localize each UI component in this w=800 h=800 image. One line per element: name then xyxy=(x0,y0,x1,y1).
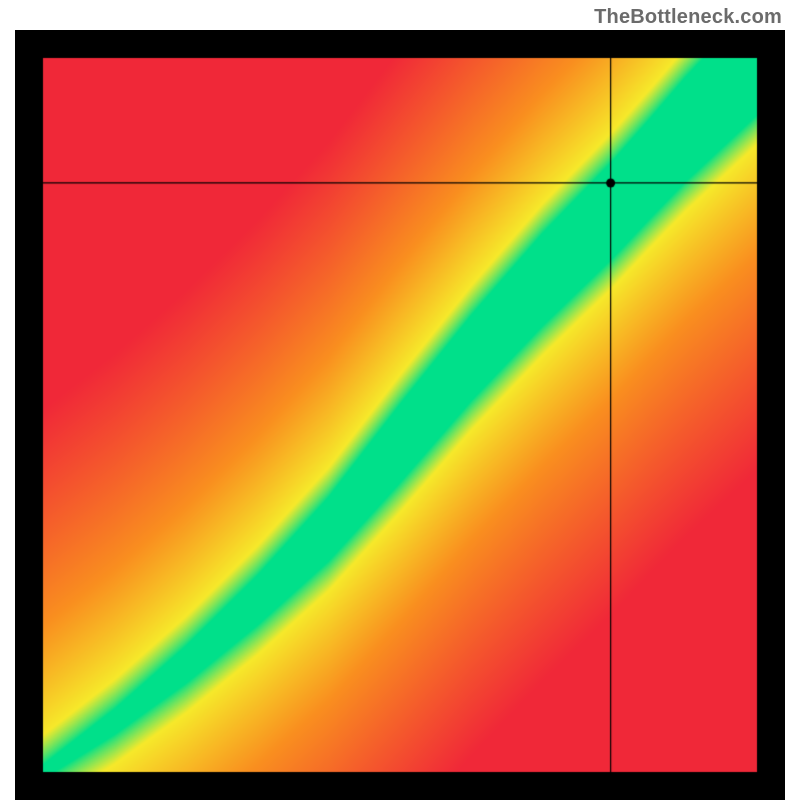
bottleneck-heatmap xyxy=(15,30,785,800)
watermark-text: TheBottleneck.com xyxy=(594,6,782,29)
chart-canvas-wrap xyxy=(15,30,785,800)
chart-container: TheBottleneck.com xyxy=(0,0,800,800)
